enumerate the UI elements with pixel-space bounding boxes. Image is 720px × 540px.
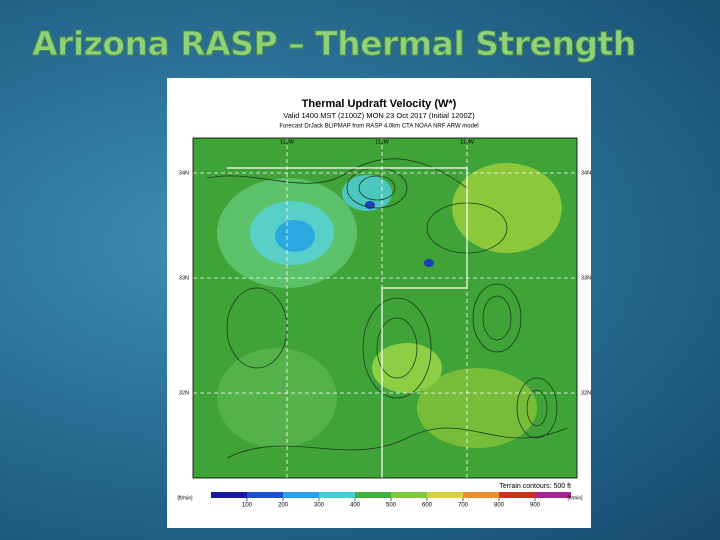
lon-label: 110W (460, 139, 475, 145)
colorbar-unit: [ft/min] (177, 495, 193, 501)
colorbar-segment (535, 492, 571, 498)
lat-label: 34N (179, 170, 189, 176)
colorbar-segment (247, 492, 283, 498)
colorbar-tick-label: 200 (278, 503, 289, 509)
lat-label: 33N (581, 275, 591, 281)
field-region (217, 348, 337, 448)
colorbar-tick-label: 700 (458, 503, 469, 509)
field-region (424, 259, 434, 267)
map-valid-time: Valid 1400 MST (2100Z) MON 23 Oct 2017 (… (283, 111, 475, 120)
lon-label: 111W (375, 139, 389, 145)
map-title: Thermal Updraft Velocity (W*) (302, 98, 457, 110)
colorbar-segment (463, 492, 499, 498)
colorbar-tick-label: 400 (350, 503, 361, 509)
colorbar-tick-label: 900 (530, 503, 541, 509)
colorbar-segment (355, 492, 391, 498)
field-region (275, 220, 315, 252)
field-region (452, 163, 562, 253)
lat-label: 32N (581, 390, 591, 396)
colorbar-tick-label: 600 (422, 503, 433, 509)
colorbar-tick-label: 300 (314, 503, 325, 509)
lat-label: 32N (179, 390, 189, 396)
colorbar-segment (211, 492, 247, 498)
colorbar-tick-label: 500 (386, 503, 397, 509)
colorbar-segment (499, 492, 535, 498)
terrain-note: Terrain contours: 500 ft (499, 483, 571, 490)
colorbar: 100 200 300 400 500 600 700 800 900 (211, 492, 571, 509)
field-region (342, 175, 392, 211)
field-region (372, 343, 442, 393)
slide-title: Arizona RASP – Thermal Strength (32, 24, 637, 64)
map-area (192, 137, 578, 479)
map-source: Forecast DrJack BLIPMAP from RASP 4.0km … (279, 124, 478, 130)
colorbar-unit: [ft/min] (567, 495, 583, 501)
lat-label: 34N (581, 170, 591, 176)
map-figure: Thermal Updraft Velocity (W*) Valid 1400… (167, 78, 591, 528)
colorbar-tick-label: 100 (242, 503, 253, 509)
colorbar-segment (391, 492, 427, 498)
colorbar-segment (283, 492, 319, 498)
state-border (227, 167, 468, 478)
map-frame (192, 137, 578, 479)
colorbar-segment (427, 492, 463, 498)
colorbar-tick-label: 800 (494, 503, 505, 509)
lat-label: 33N (179, 275, 189, 281)
lon-label: 112W (280, 139, 295, 145)
colorbar-segment (319, 492, 355, 498)
